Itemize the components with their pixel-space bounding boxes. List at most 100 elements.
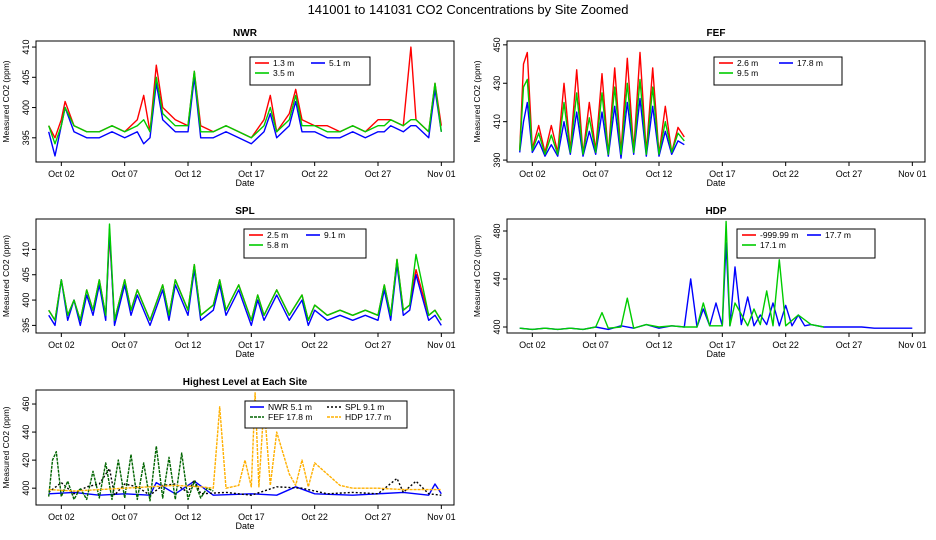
- legend-label: FEF 17.8 m: [268, 412, 312, 422]
- figure-title: 141001 to 141031 CO2 Concentrations by S…: [308, 2, 629, 17]
- x-tick-label: Oct 02: [48, 340, 75, 350]
- y-axis-label: Measured CO2 (ppm): [1, 406, 11, 488]
- series-line: [48, 76, 442, 157]
- series-group: [519, 220, 913, 331]
- y-tick-label: 430: [492, 76, 502, 91]
- chart-title: SPL: [235, 206, 254, 217]
- series-line: [519, 220, 824, 331]
- x-tick-label: Oct 17: [238, 512, 265, 522]
- x-tick-label: Nov 01: [427, 340, 456, 350]
- legend-label: 9.1 m: [324, 230, 345, 240]
- x-axis-label: Date: [235, 349, 254, 359]
- y-tick-label: 410: [21, 40, 31, 55]
- x-axis-label: Date: [706, 349, 725, 359]
- legend: 1.3 m 5.1 m 3.5 m: [249, 56, 371, 86]
- series-line: [48, 392, 442, 492]
- series-line: [48, 70, 442, 145]
- legend-label: NWR 5.1 m: [268, 402, 312, 412]
- y-tick-label: 405: [21, 267, 31, 282]
- legend: -999.99 m 17.7 m 17.1 m: [736, 228, 876, 259]
- legend-label: 17.7 m: [825, 230, 851, 240]
- x-axis-label: Date: [235, 178, 254, 188]
- y-tick-label: 460: [21, 397, 31, 412]
- x-tick-label: Oct 27: [836, 340, 863, 350]
- y-axis-label: Measured CO2 (ppm): [1, 60, 11, 142]
- x-tick-label: Nov 01: [427, 512, 456, 522]
- x-tick-label: Oct 22: [301, 512, 328, 522]
- x-tick-label: Oct 07: [111, 169, 138, 179]
- chart-hdp: HDP Oct 02 Oct 07 Oct 12 Oct 17 Oct 22 Oct 27 N…: [472, 206, 927, 359]
- x-tick-label: Oct 17: [709, 169, 736, 179]
- y-tick-label: 440: [21, 425, 31, 440]
- legend-label: 9.5 m: [737, 68, 758, 78]
- x-tick-label: Oct 07: [111, 512, 138, 522]
- legend: 2.5 m 9.1 m 5.8 m: [243, 228, 367, 259]
- chart-nwr: NWR Oct 02 Oct 07 Oct 12 Oct 17 Oct 22 Oct 27 N…: [1, 28, 456, 188]
- x-tick-label: Oct 17: [709, 340, 736, 350]
- series-group: [48, 223, 442, 327]
- y-tick-label: 440: [492, 271, 502, 286]
- series-group: [48, 46, 442, 157]
- y-tick-label: 450: [492, 37, 502, 52]
- x-axis-label: Date: [706, 178, 725, 188]
- x-tick-label: Oct 12: [175, 512, 202, 522]
- x-tick-label: Oct 22: [772, 169, 799, 179]
- x-tick-label: Oct 27: [365, 512, 392, 522]
- legend-box: [249, 56, 371, 86]
- x-tick-label: Oct 27: [365, 169, 392, 179]
- legend-box: [244, 400, 408, 429]
- x-tick-label: Oct 02: [48, 169, 75, 179]
- x-tick-label: Nov 01: [898, 169, 927, 179]
- chart-title: NWR: [233, 28, 258, 39]
- y-tick-label: 410: [492, 114, 502, 129]
- x-tick-label: Oct 02: [48, 512, 75, 522]
- chart-fef: FEF Oct 02 Oct 07 Oct 12 Oct 17 Oct 22 Oct 27 N…: [472, 28, 927, 188]
- series-line: [519, 51, 685, 156]
- legend-label: 17.1 m: [760, 240, 786, 250]
- x-tick-label: Oct 27: [836, 169, 863, 179]
- x-tick-label: Oct 22: [301, 340, 328, 350]
- plot-frame: [506, 40, 926, 163]
- legend-label: 1.3 m: [273, 58, 294, 68]
- series-line: [48, 223, 442, 321]
- legend-label: 2.6 m: [737, 58, 758, 68]
- chart-spl: SPL Oct 02 Oct 07 Oct 12 Oct 17 Oct 22 Oct 27 N…: [1, 206, 456, 359]
- x-tick-label: Oct 12: [175, 340, 202, 350]
- legend-label: 17.8 m: [797, 58, 823, 68]
- chart-title: HDP: [705, 206, 726, 217]
- x-tick-label: Oct 02: [519, 340, 546, 350]
- y-axis-label: Measured CO2 (ppm): [472, 235, 482, 317]
- legend-box: [736, 228, 876, 259]
- plot-frame: [506, 218, 926, 334]
- y-axis-label: Measured CO2 (ppm): [1, 235, 11, 317]
- legend-label: 3.5 m: [273, 68, 294, 78]
- chart-highest: Highest Level at Each Site Oct 02 Oct 07 Oc…: [1, 377, 456, 531]
- series-group: [48, 392, 442, 502]
- legend-label: 5.1 m: [329, 58, 350, 68]
- y-tick-label: 420: [21, 453, 31, 468]
- series-group: [519, 51, 685, 159]
- x-tick-label: Oct 22: [301, 169, 328, 179]
- legend: NWR 5.1 m SPL 9.1 m FEF 17.8 m HDP 17.7 m: [244, 400, 408, 429]
- legend-label: SPL 9.1 m: [345, 402, 384, 412]
- legend-box: [713, 56, 843, 86]
- series-line: [48, 46, 442, 139]
- legend-label: HDP 17.7 m: [345, 412, 391, 422]
- x-tick-label: Oct 12: [175, 169, 202, 179]
- y-tick-label: 395: [21, 130, 31, 145]
- y-tick-label: 405: [21, 70, 31, 85]
- x-tick-label: Oct 12: [646, 169, 673, 179]
- x-tick-label: Nov 01: [898, 340, 927, 350]
- series-line: [519, 78, 685, 156]
- y-tick-label: 390: [492, 153, 502, 168]
- y-tick-label: 395: [21, 318, 31, 333]
- y-tick-label: 400: [21, 481, 31, 496]
- plot-frame: [35, 389, 455, 506]
- legend-label: 5.8 m: [267, 240, 288, 250]
- y-tick-label: 400: [21, 100, 31, 115]
- x-tick-label: Oct 07: [582, 169, 609, 179]
- y-tick-label: 480: [492, 223, 502, 238]
- chart-title: FEF: [707, 28, 726, 39]
- y-tick-label: 410: [21, 242, 31, 257]
